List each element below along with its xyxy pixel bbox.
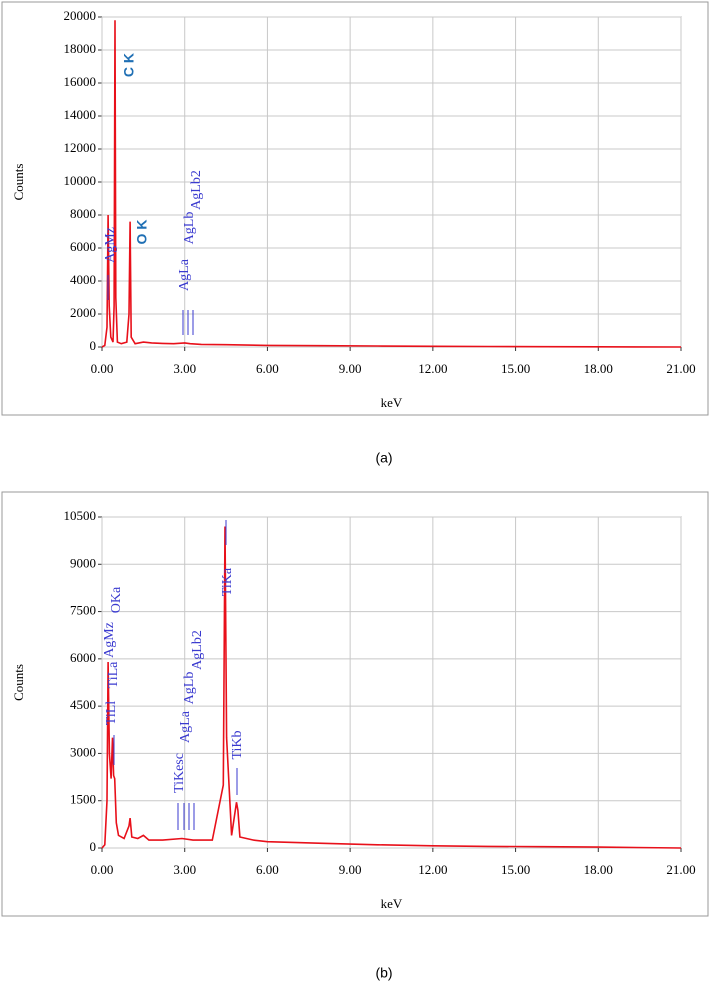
y-tick-label: 9000	[70, 555, 96, 570]
peak-label: AgMz	[102, 622, 117, 658]
y-tick-label: 7500	[70, 603, 96, 618]
caption: (a)	[375, 450, 392, 466]
peak-label: TiKb	[230, 730, 245, 759]
y-tick-label: 18000	[64, 41, 97, 56]
x-tick-label: 15.00	[501, 862, 530, 877]
chart: 0 2000 4000 6000 8000 10000 12000 14000 16000 180…	[1, 1, 709, 466]
peak-label: AgLb	[182, 212, 197, 245]
peak-label: AgLa	[178, 710, 193, 743]
x-tick-label: 12.00	[418, 361, 447, 376]
y-tick-label: 6000	[70, 650, 96, 665]
x-tick-label: 6.00	[256, 862, 279, 877]
x-tick-label: 0.00	[91, 361, 114, 376]
spectrum-line	[101, 526, 682, 849]
x-tick-label: 0.00	[91, 862, 114, 877]
x-axis-label: keV	[381, 395, 403, 410]
y-tick-label: 8000	[70, 206, 96, 221]
y-axis-label: Counts	[11, 164, 26, 201]
x-tick-label: 3.00	[173, 361, 196, 376]
caption: (b)	[375, 965, 392, 981]
chart-frame	[1, 491, 709, 917]
x-tick-label: 12.00	[418, 862, 447, 877]
y-tick-label: 4500	[70, 697, 96, 712]
x-tick-label: 9.00	[339, 361, 362, 376]
peak-label: TiKa	[220, 567, 235, 596]
peak-label: AgLb2	[190, 630, 205, 670]
x-tick-label: 3.00	[173, 862, 196, 877]
chart-frame	[1, 1, 709, 416]
x-tick-label: 6.00	[256, 361, 279, 376]
peak-label: C K	[121, 53, 137, 77]
peak-label: AgLa	[177, 258, 192, 291]
spectrum-line	[101, 20, 682, 348]
y-tick-label: 14000	[64, 107, 97, 122]
y-tick-label: 3000	[70, 744, 96, 759]
peak-label: TiLl	[104, 701, 119, 726]
y-tick-label: 10000	[64, 173, 97, 188]
peak-label: OKa	[109, 586, 124, 613]
peak-label: AgLb	[182, 672, 197, 705]
peak-label: TiLa	[106, 661, 121, 689]
x-tick-label: 21.00	[666, 862, 695, 877]
peak-label: O K	[134, 220, 150, 245]
y-axis-label: Counts	[11, 664, 26, 701]
y-tick-label: 16000	[64, 74, 97, 89]
y-tick-label: 4000	[70, 272, 96, 287]
y-tick-label: 6000	[70, 239, 96, 254]
chart: 0 1500 3000 4500 6000 7500 9000 10500 0.00 3.00 6.…	[1, 491, 709, 981]
y-tick-label: 12000	[64, 140, 97, 155]
y-tick-label: 0	[90, 839, 97, 854]
peak-label: TiKesc	[172, 753, 187, 793]
y-tick-label: 1500	[70, 792, 96, 807]
peak-label: AgLb2	[189, 170, 204, 210]
y-tick-label: 2000	[70, 305, 96, 320]
y-tick-label: 20000	[64, 8, 97, 23]
peak-label: AgMz	[103, 227, 118, 263]
x-tick-label: 9.00	[339, 862, 362, 877]
x-tick-label: 21.00	[666, 361, 695, 376]
x-axis-label: keV	[381, 896, 403, 911]
y-tick-label: 0	[90, 338, 97, 353]
x-tick-label: 15.00	[501, 361, 530, 376]
y-tick-label: 10500	[64, 508, 97, 523]
x-tick-label: 18.00	[584, 862, 613, 877]
x-tick-label: 18.00	[584, 361, 613, 376]
